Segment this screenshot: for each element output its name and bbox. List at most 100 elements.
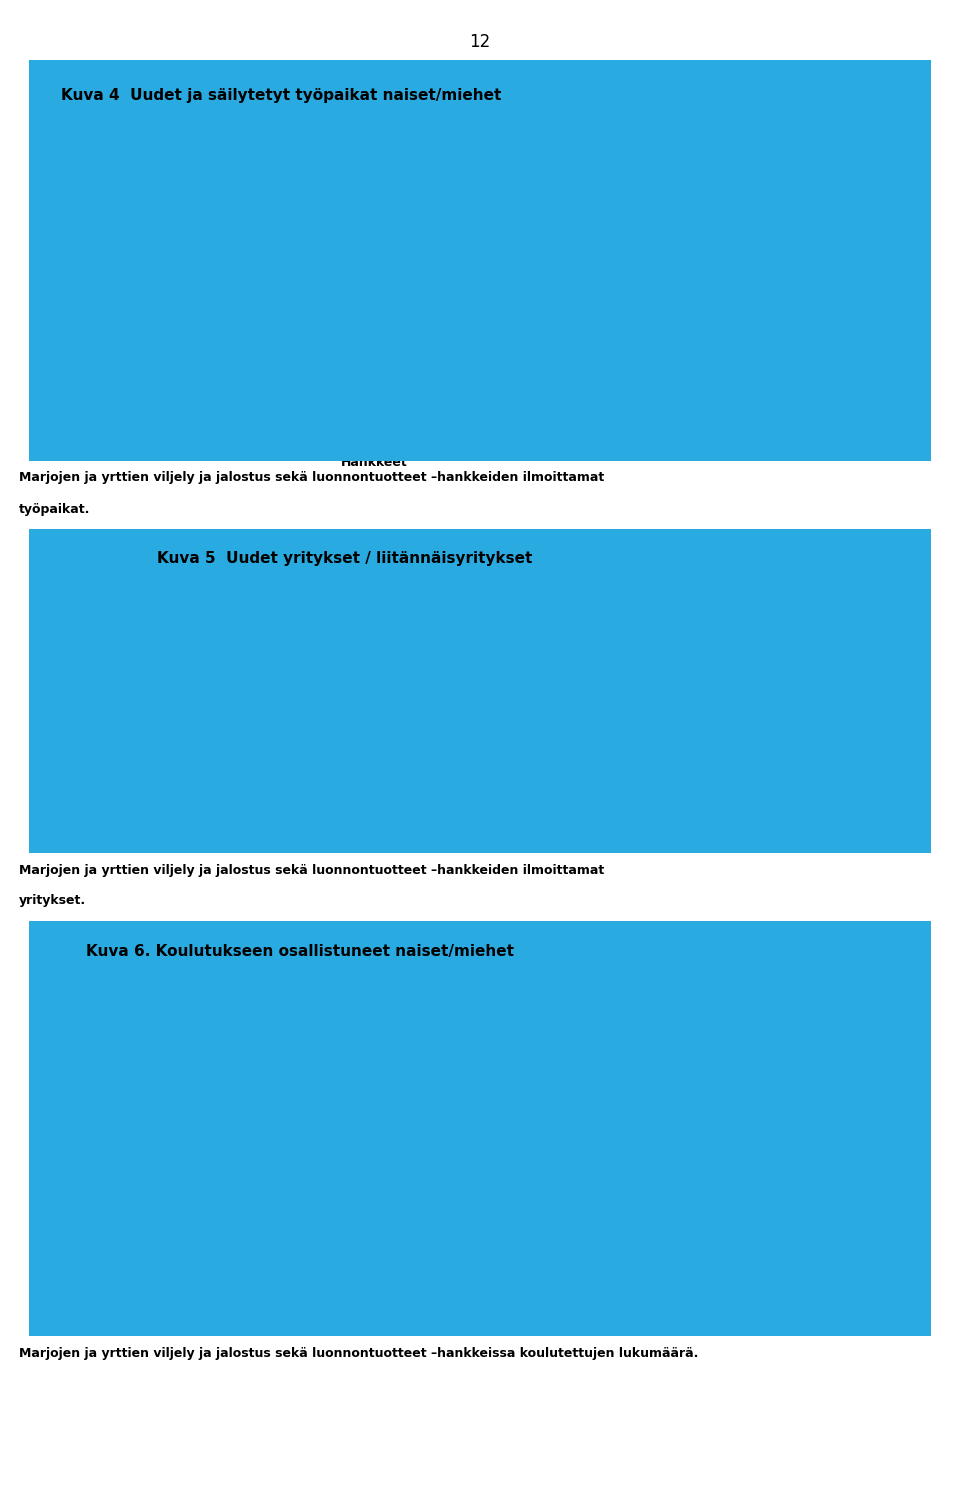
Bar	[357, 424, 363, 430]
Bar	[354, 1273, 367, 1276]
Bar	[590, 1274, 602, 1276]
Bar	[172, 429, 178, 430]
Bar	[403, 417, 410, 430]
Text: 28: 28	[587, 583, 602, 593]
Bar	[525, 406, 531, 430]
Y-axis label: Hankkeet: Hankkeet	[54, 646, 67, 713]
Bar	[304, 424, 311, 430]
Bar	[307, 1274, 319, 1276]
Bar	[96, 767, 303, 773]
Bar	[496, 424, 502, 430]
Text: 22: 22	[483, 690, 498, 701]
Text: Kuva 5  Uudet yritykset / liitännäisyritykset: Kuva 5 Uudet yritykset / liitännäisyrity…	[156, 551, 533, 566]
Bar	[247, 423, 252, 430]
Bar	[96, 692, 476, 698]
Bar	[317, 415, 323, 430]
Text: 2: 2	[137, 734, 145, 744]
Text: 12: 12	[310, 766, 325, 776]
Bar	[543, 1128, 555, 1276]
Text: 1: 1	[120, 658, 128, 669]
Bar	[125, 371, 132, 430]
Bar	[579, 1273, 590, 1276]
Text: Marjojen ja yrttien viljely ja jalostus sekä luonnontuotteet –hankkeissa koulute: Marjojen ja yrttien viljely ja jalostus …	[19, 1347, 699, 1361]
Bar	[367, 1268, 378, 1276]
Bar	[249, 1274, 260, 1276]
Y-axis label: Kpl: Kpl	[47, 261, 60, 282]
Bar	[108, 379, 113, 430]
Bar	[626, 1267, 637, 1276]
Bar	[131, 1273, 142, 1276]
Bar	[478, 423, 485, 430]
Bar	[339, 423, 346, 430]
Bar	[549, 403, 555, 430]
Bar	[264, 424, 271, 430]
Bar	[426, 429, 432, 430]
Text: Marjojen ja yrttien viljely ja jalostus sekä luonnontuotteet –hankkeiden ilmoitt: Marjojen ja yrttien viljely ja jalostus …	[19, 471, 605, 485]
Text: 1: 1	[120, 621, 128, 631]
Bar	[432, 426, 438, 430]
Bar	[119, 420, 125, 430]
Bar	[637, 1270, 650, 1276]
Bar	[532, 1181, 543, 1276]
Legend: Uudet työpaikat N, Uudet työpaikat M, Uudet työpaikat yht, Säilytetyt työpaikat : Uudet työpaikat N, Uudet työpaikat M, Uu…	[669, 118, 827, 211]
Bar	[101, 415, 108, 430]
Bar	[351, 426, 357, 430]
Bar	[96, 737, 131, 743]
Bar	[650, 1259, 661, 1276]
Bar	[589, 322, 595, 430]
Bar	[240, 426, 247, 430]
Bar	[617, 331, 624, 430]
Bar	[602, 1271, 614, 1276]
Bar	[491, 426, 496, 430]
Bar	[386, 415, 392, 430]
Bar	[484, 1268, 496, 1276]
Bar	[293, 420, 299, 430]
Bar	[194, 426, 200, 430]
Bar	[333, 429, 339, 430]
Bar	[401, 1274, 414, 1276]
Bar	[96, 654, 148, 661]
Bar	[518, 420, 525, 430]
Bar	[258, 426, 264, 430]
Bar	[410, 341, 416, 430]
Text: Marjojen ja yrttien viljely ja jalostus sekä luonnontuotteet –hankkeiden ilmoitt: Marjojen ja yrttien viljely ja jalostus …	[19, 864, 605, 877]
Bar	[96, 584, 580, 592]
Bar	[414, 1271, 425, 1276]
Bar	[107, 1274, 118, 1276]
Bar	[96, 622, 113, 630]
Text: yritykset.: yritykset.	[19, 894, 86, 908]
Bar	[502, 423, 509, 430]
X-axis label: kpl: kpl	[345, 821, 366, 835]
Bar	[200, 411, 206, 430]
Bar	[444, 429, 450, 430]
Text: 3: 3	[155, 652, 162, 663]
Bar	[287, 426, 293, 430]
X-axis label: Hankkeet: Hankkeet	[341, 456, 408, 468]
Bar	[472, 429, 478, 430]
Bar	[148, 429, 154, 430]
Bar	[224, 394, 230, 430]
Bar	[456, 429, 462, 430]
Bar	[571, 233, 577, 430]
Text: 6: 6	[206, 728, 214, 738]
Bar	[319, 1271, 331, 1276]
Bar	[363, 420, 370, 430]
Bar	[537, 420, 542, 430]
X-axis label: Hankkeet: Hankkeet	[350, 1302, 418, 1314]
Bar	[379, 426, 386, 430]
Bar	[343, 1273, 354, 1276]
Bar	[178, 426, 183, 430]
Bar	[212, 424, 218, 430]
Bar	[636, 166, 641, 430]
Bar	[565, 341, 571, 430]
Bar	[296, 1273, 307, 1276]
Text: Kuva 4  Uudet ja säilytetyt työpaikat naiset/miehet: Kuva 4 Uudet ja säilytetyt työpaikat nai…	[61, 88, 502, 103]
Bar	[165, 429, 172, 430]
Legend: Liitänn yritykset, Uudet  yritykset: Liitänn yritykset, Uudet yritykset	[641, 583, 774, 636]
Bar	[218, 415, 224, 430]
Y-axis label: Lkm: Lkm	[44, 1102, 58, 1132]
Bar	[272, 1273, 284, 1276]
Bar	[96, 661, 113, 667]
Bar	[397, 424, 403, 430]
Bar	[154, 426, 159, 430]
